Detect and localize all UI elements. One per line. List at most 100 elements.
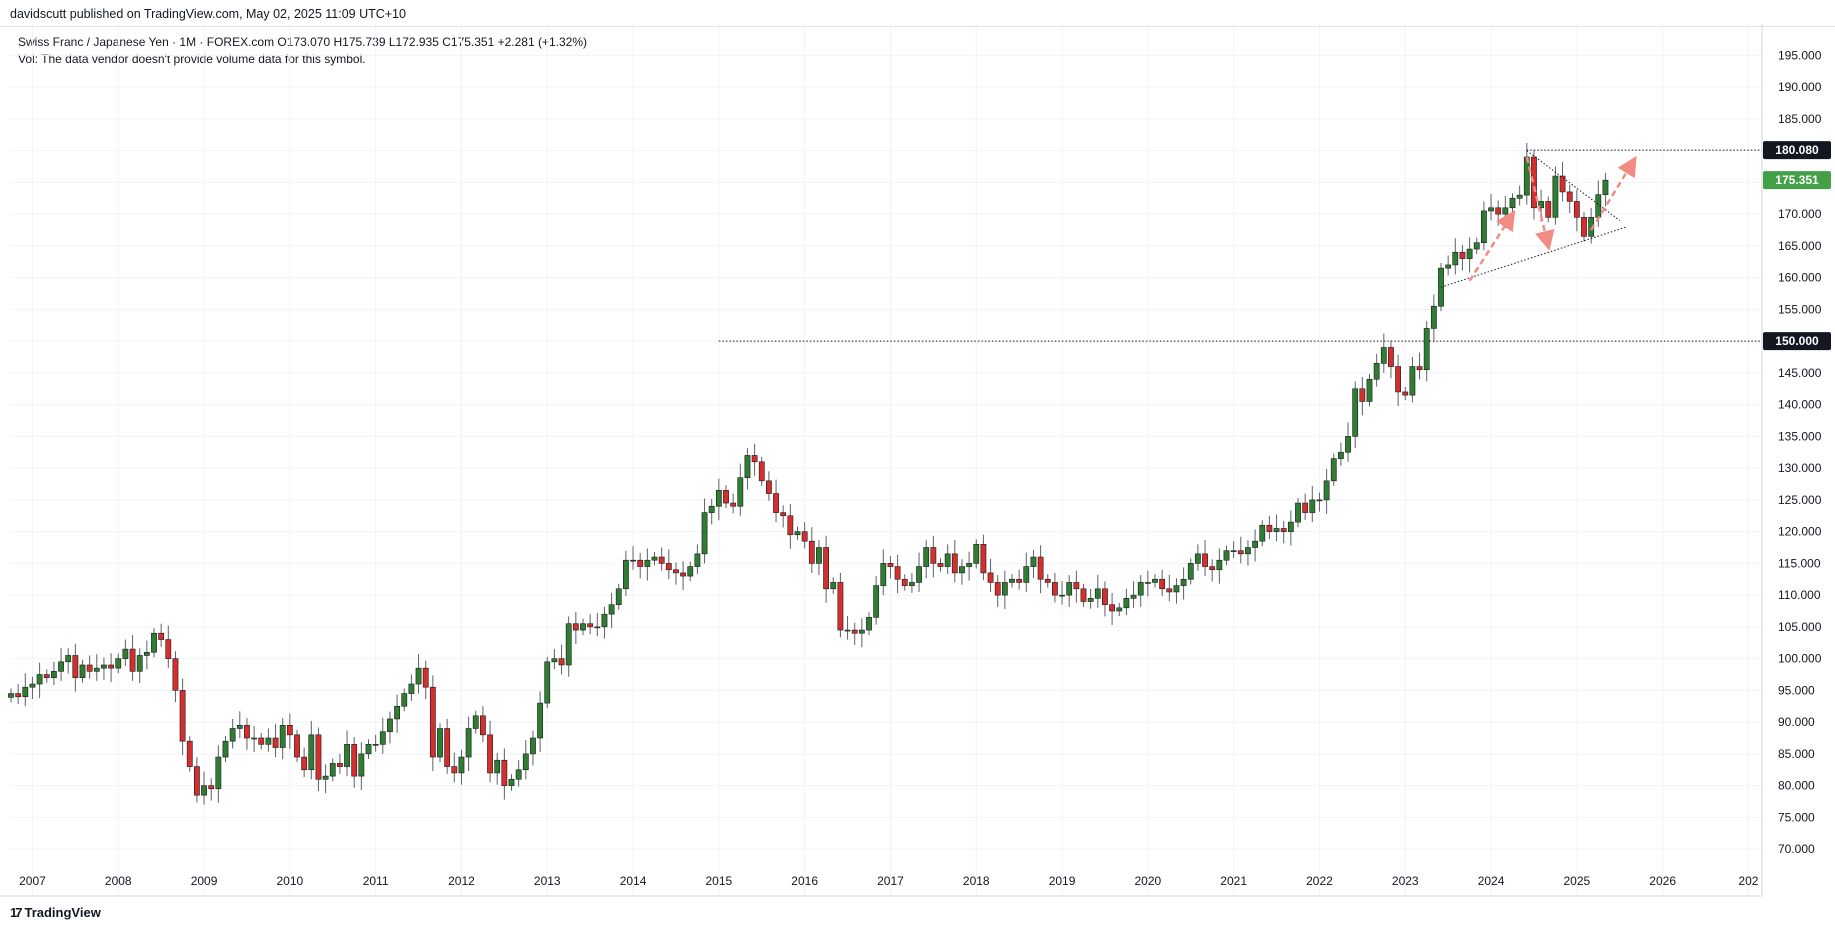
candle-body (15, 693, 22, 698)
candle-body (608, 604, 615, 615)
candle-body (765, 480, 772, 494)
candle-body (1123, 598, 1130, 609)
candle-body (1259, 524, 1266, 542)
y-tick-label: 85.000 (1778, 747, 1815, 761)
candle-body (501, 759, 508, 786)
candle-body (1287, 521, 1294, 532)
x-tick-label: 2017 (877, 874, 904, 888)
candle-body (1266, 524, 1273, 532)
publish-header: davidscutt published on TradingView.com,… (0, 0, 1835, 27)
candle-body (208, 785, 215, 790)
candle-body (251, 737, 257, 740)
candle-body (1137, 582, 1144, 596)
candle-body (901, 578, 908, 586)
candle-body (136, 655, 143, 672)
candle-body (1173, 585, 1180, 593)
candle-body (858, 629, 865, 634)
candle-body (22, 686, 29, 698)
candle-body (694, 553, 701, 567)
y-tick-label: 125.000 (1778, 493, 1822, 507)
candle-body (1531, 156, 1537, 209)
candle-body (1052, 582, 1058, 596)
y-tick-label: 185.000 (1778, 112, 1822, 126)
current-price-tag (1763, 171, 1831, 190)
candle-body (544, 661, 551, 704)
candle-body (1009, 578, 1015, 583)
candle-body (1538, 201, 1544, 209)
candle-body (1202, 553, 1208, 567)
candle-body (558, 658, 565, 666)
y-tick-label: 140.000 (1778, 398, 1822, 412)
x-tick-label: 2013 (534, 874, 561, 888)
candle-body (1066, 582, 1073, 596)
y-tick-label: 120.000 (1778, 525, 1822, 539)
x-tick-label: 2020 (1134, 874, 1161, 888)
y-tick-label: 165.000 (1778, 239, 1822, 253)
candle-body (444, 728, 451, 767)
candle-body (758, 461, 765, 482)
tradingview-logo[interactable]: 17 TradingView (10, 905, 101, 920)
candle-body (1087, 598, 1094, 602)
candle-body (72, 655, 79, 678)
x-tick-label: 2008 (105, 874, 132, 888)
candle-body (1430, 305, 1437, 329)
level-tag-label: 180.080 (1775, 143, 1819, 157)
candle-body (494, 759, 501, 774)
horizontal-levels (718, 149, 1762, 342)
y-tick-label: 90.000 (1778, 715, 1815, 729)
x-tick-label: 2011 (363, 874, 389, 888)
candle-body (508, 778, 515, 786)
candle-body (673, 569, 679, 574)
candle-body (236, 725, 243, 729)
candle-body (1402, 391, 1409, 396)
candle-body (730, 502, 737, 507)
candle-body (823, 547, 829, 590)
candle-body (58, 661, 64, 672)
candle-body (143, 651, 150, 656)
candle-body (1159, 578, 1166, 590)
y-tick-label: 195.000 (1778, 48, 1822, 62)
candle-body (1545, 201, 1552, 218)
trend-drawings (1440, 150, 1637, 288)
candle-body (787, 515, 794, 536)
candle-body (773, 493, 779, 513)
candle-body (916, 566, 922, 583)
x-tick-label: 2016 (791, 874, 818, 888)
y-tick-label: 95.000 (1778, 683, 1815, 697)
symbol-legend: Swiss Franc / Japanese Yen · 1M · FOREX.… (18, 35, 588, 49)
candle-body (522, 753, 529, 771)
candle-body (630, 559, 636, 562)
candle-body (1509, 197, 1516, 209)
candle-body (222, 740, 229, 758)
candle-body (1338, 451, 1344, 459)
candle-body (794, 531, 801, 536)
x-tick-label: 2026 (1649, 874, 1676, 888)
candle-body (79, 664, 86, 678)
x-tick-label: 2014 (620, 874, 647, 888)
candle-body (258, 737, 265, 745)
candle-body (844, 629, 851, 632)
candle-body (537, 702, 543, 739)
candle-body (165, 639, 172, 659)
candle-body (973, 544, 980, 564)
price-chart[interactable]: 70.000 75.000 80.000 85.000 90.000 95.000 100.… (0, 0, 1835, 900)
candle-body (422, 667, 429, 688)
candle-body (837, 582, 844, 631)
candle-body (565, 623, 572, 666)
candle-body (1573, 201, 1580, 218)
candle-body (959, 566, 965, 574)
candle-body (873, 585, 880, 618)
candle-body (987, 572, 994, 583)
candle-body (1001, 582, 1008, 596)
candle-body (1581, 217, 1587, 237)
candle-body (29, 683, 36, 688)
x-tick-label: 2019 (1049, 874, 1076, 888)
level-tag (1763, 332, 1831, 351)
candle-body (229, 728, 236, 742)
candle-body (1445, 264, 1452, 269)
candle-body (880, 563, 887, 586)
y-tick-label: 130.000 (1778, 461, 1822, 475)
candle-body (530, 737, 536, 755)
candle-body (1059, 594, 1065, 597)
candle-body (1237, 550, 1244, 555)
